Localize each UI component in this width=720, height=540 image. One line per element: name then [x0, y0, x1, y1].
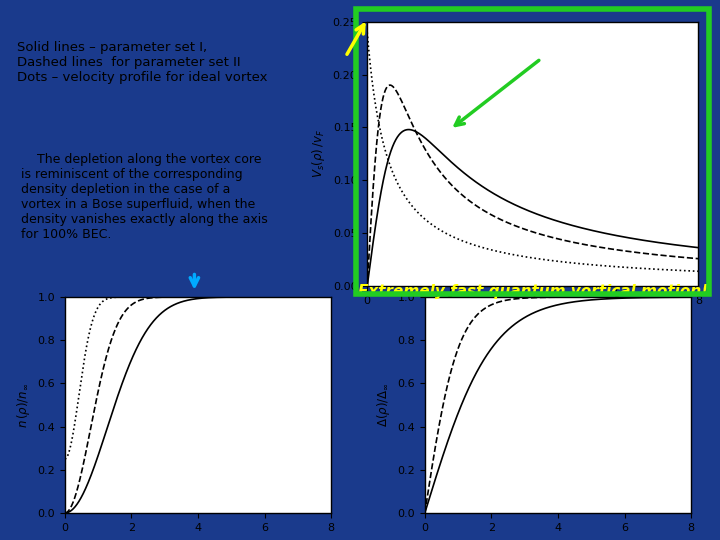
- Y-axis label: $n\,(\rho)/n_\infty$: $n\,(\rho)/n_\infty$: [15, 382, 32, 428]
- Text: Extremely fast quantum vortical motion!: Extremely fast quantum vortical motion!: [358, 284, 708, 299]
- Text: Solid lines – parameter set I,
Dashed lines  for parameter set II
Dots – velocit: Solid lines – parameter set I, Dashed li…: [17, 42, 268, 84]
- X-axis label: $k_F\,\rho$: $k_F\,\rho$: [186, 538, 210, 540]
- Y-axis label: $\Delta(\rho)/\Delta_\infty$: $\Delta(\rho)/\Delta_\infty$: [375, 383, 392, 427]
- Text: The depletion along the vortex core
is reminiscent of the corresponding
density : The depletion along the vortex core is r…: [21, 153, 268, 241]
- X-axis label: $k_F\,\rho$: $k_F\,\rho$: [546, 538, 570, 540]
- X-axis label: $k_F\,\rho$: $k_F\,\rho$: [521, 312, 544, 328]
- Y-axis label: $V_s(\rho)\,/v_F$: $V_s(\rho)\,/v_F$: [310, 130, 327, 178]
